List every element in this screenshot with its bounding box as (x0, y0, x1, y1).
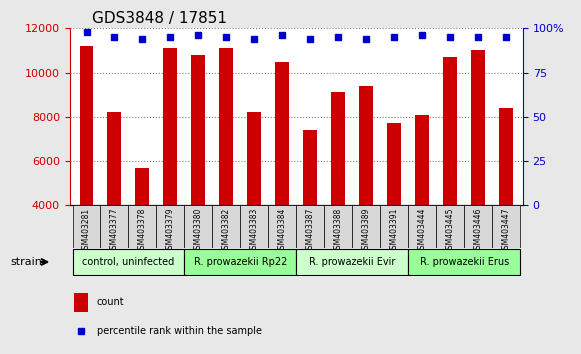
FancyBboxPatch shape (296, 249, 408, 275)
Bar (303, 130, 317, 205)
Text: GDS3848 / 17851: GDS3848 / 17851 (92, 11, 227, 26)
Bar (387, 124, 401, 205)
Bar (74, 293, 88, 312)
Bar (499, 108, 513, 205)
Bar (275, 62, 289, 205)
FancyBboxPatch shape (73, 249, 184, 275)
Text: GSM403379: GSM403379 (166, 207, 175, 254)
FancyBboxPatch shape (436, 205, 464, 248)
FancyBboxPatch shape (213, 205, 241, 248)
Text: GSM403388: GSM403388 (333, 207, 343, 254)
Bar (135, 168, 149, 205)
FancyBboxPatch shape (184, 205, 213, 248)
Text: R. prowazekii Evir: R. prowazekii Evir (309, 257, 396, 267)
Bar (471, 51, 485, 205)
Text: GSM403446: GSM403446 (474, 207, 483, 254)
Bar (359, 86, 373, 205)
Text: GSM403378: GSM403378 (138, 207, 147, 254)
Bar (191, 55, 206, 205)
Text: GSM403387: GSM403387 (306, 207, 315, 254)
FancyBboxPatch shape (73, 205, 101, 248)
Text: GSM403445: GSM403445 (446, 207, 455, 254)
Text: GSM403377: GSM403377 (110, 207, 119, 254)
Text: GSM403384: GSM403384 (278, 207, 287, 254)
Bar (443, 57, 457, 205)
FancyBboxPatch shape (184, 249, 296, 275)
FancyBboxPatch shape (464, 205, 492, 248)
FancyBboxPatch shape (408, 249, 520, 275)
FancyBboxPatch shape (241, 205, 268, 248)
FancyBboxPatch shape (380, 205, 408, 248)
Bar (248, 113, 261, 205)
Bar (107, 113, 121, 205)
FancyBboxPatch shape (324, 205, 352, 248)
Text: GSM403380: GSM403380 (194, 207, 203, 254)
Bar (80, 46, 94, 205)
FancyBboxPatch shape (128, 205, 156, 248)
FancyBboxPatch shape (408, 205, 436, 248)
Text: GSM403281: GSM403281 (82, 207, 91, 253)
Text: count: count (97, 297, 124, 307)
FancyBboxPatch shape (492, 205, 520, 248)
FancyBboxPatch shape (101, 205, 128, 248)
Text: GSM403444: GSM403444 (418, 207, 426, 254)
Bar (415, 115, 429, 205)
Bar (220, 48, 234, 205)
FancyBboxPatch shape (352, 205, 380, 248)
Text: strain: strain (10, 257, 42, 267)
Text: GSM403391: GSM403391 (390, 207, 399, 254)
Text: control, uninfected: control, uninfected (83, 257, 175, 267)
FancyBboxPatch shape (156, 205, 184, 248)
Bar (163, 48, 177, 205)
Text: GSM403389: GSM403389 (362, 207, 371, 254)
Text: GSM403383: GSM403383 (250, 207, 259, 254)
Text: GSM403447: GSM403447 (501, 207, 511, 254)
Text: percentile rank within the sample: percentile rank within the sample (97, 326, 262, 336)
Text: R. prowazekii Erus: R. prowazekii Erus (419, 257, 509, 267)
FancyBboxPatch shape (296, 205, 324, 248)
Bar (331, 92, 345, 205)
Text: R. prowazekii Rp22: R. prowazekii Rp22 (193, 257, 287, 267)
FancyBboxPatch shape (268, 205, 296, 248)
Text: GSM403382: GSM403382 (222, 207, 231, 254)
